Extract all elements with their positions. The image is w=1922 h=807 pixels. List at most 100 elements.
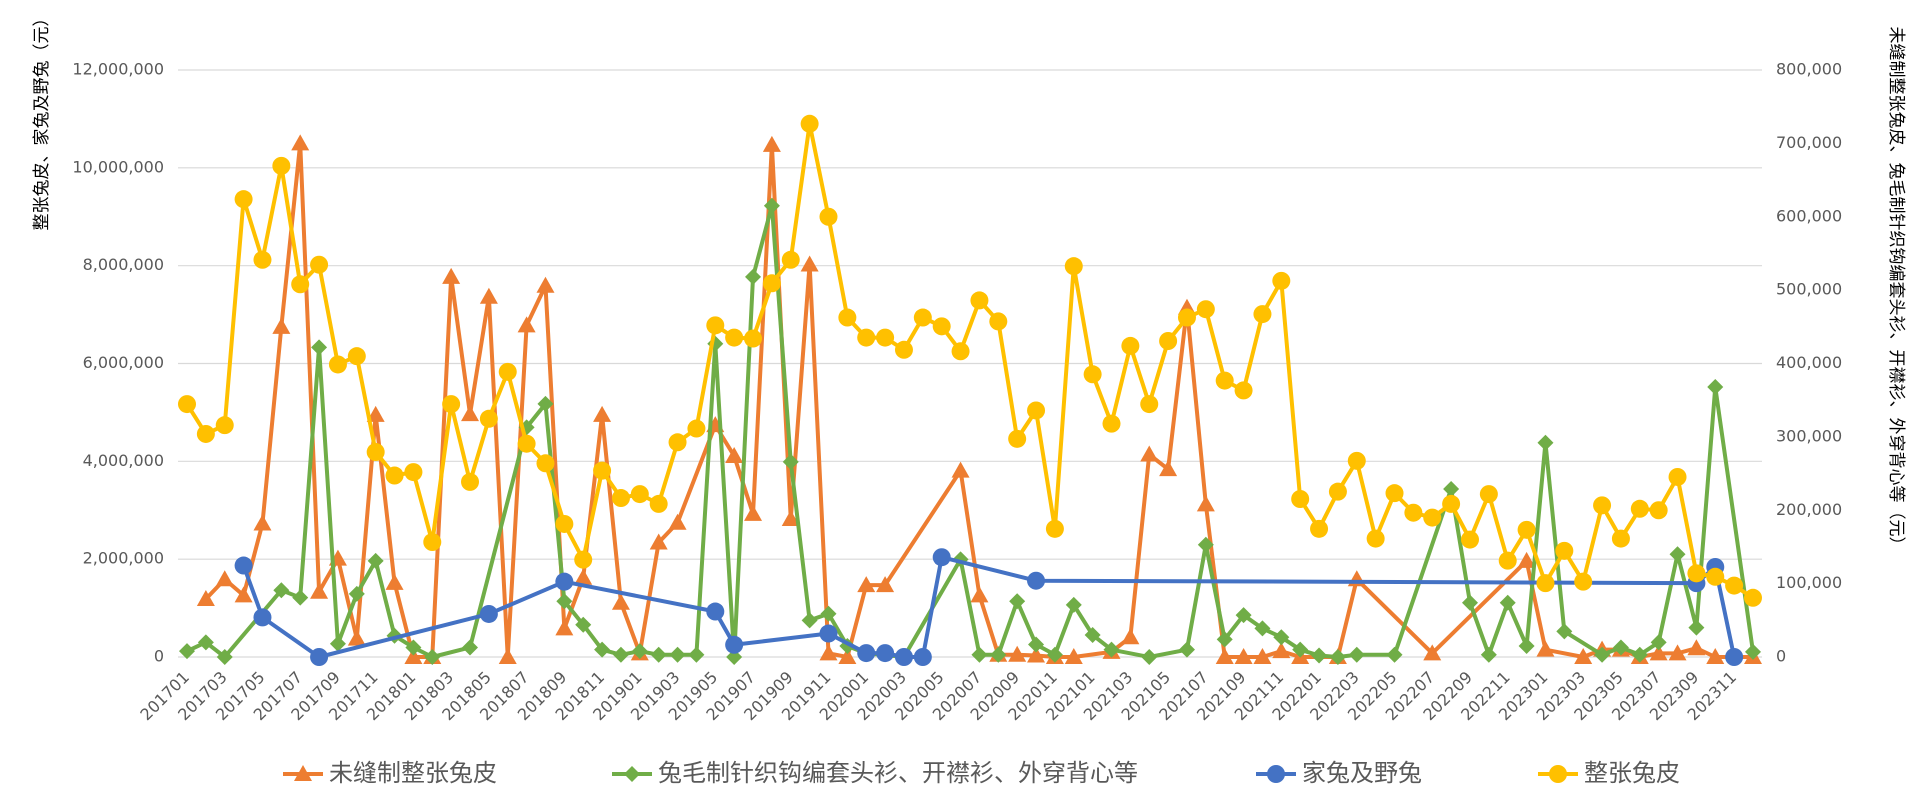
marker <box>989 312 1008 331</box>
marker <box>1253 305 1272 324</box>
y2-tick-label: 800,000 <box>1776 60 1842 79</box>
marker <box>272 317 291 334</box>
marker <box>366 405 385 422</box>
marker <box>1272 642 1291 659</box>
marker <box>1273 629 1290 646</box>
marker <box>1065 596 1082 613</box>
marker <box>1159 331 1178 350</box>
marker <box>1215 648 1234 664</box>
marker <box>725 446 744 463</box>
marker <box>1725 648 1744 666</box>
marker <box>611 593 630 610</box>
y-tick-label: 2,000,000 <box>83 549 164 568</box>
marker <box>932 548 951 567</box>
marker <box>294 765 312 781</box>
marker <box>1518 637 1535 654</box>
marker <box>310 255 329 274</box>
marker <box>762 135 781 152</box>
marker <box>179 643 195 660</box>
marker <box>782 453 799 470</box>
marker <box>1064 257 1083 276</box>
marker <box>234 586 253 603</box>
marker <box>442 267 461 284</box>
marker <box>781 510 800 527</box>
marker <box>1272 271 1291 290</box>
y2-tick-label: 600,000 <box>1776 206 1842 225</box>
marker <box>1669 546 1686 563</box>
marker <box>649 533 668 550</box>
marker <box>876 644 895 663</box>
marker <box>668 513 687 530</box>
marker <box>1404 503 1423 522</box>
y-tick-label: 4,000,000 <box>83 451 164 470</box>
marker <box>1479 485 1498 504</box>
marker <box>424 649 441 665</box>
marker <box>1517 520 1536 539</box>
marker <box>624 766 640 782</box>
marker <box>744 329 763 348</box>
marker <box>649 494 668 513</box>
y2-tick-label: 400,000 <box>1776 353 1842 372</box>
marker <box>913 308 932 327</box>
marker <box>1612 639 1629 656</box>
marker <box>1329 649 1346 665</box>
marker <box>1536 640 1555 657</box>
marker <box>1650 634 1667 651</box>
marker <box>328 355 347 374</box>
marker <box>1555 541 1574 560</box>
marker <box>1159 460 1178 477</box>
marker <box>1593 496 1612 515</box>
marker <box>876 328 895 347</box>
marker <box>1668 644 1687 661</box>
marker <box>951 461 970 478</box>
marker <box>385 466 404 485</box>
marker <box>1234 381 1253 400</box>
marker <box>1196 495 1215 512</box>
marker <box>1046 646 1063 663</box>
marker <box>215 416 234 435</box>
marker <box>404 463 423 482</box>
marker <box>537 395 554 412</box>
marker <box>1423 644 1442 661</box>
y2-axis-title: 未缝制整张兔皮、兔毛制针织钩编套头衫、开襟衫、外穿背心等（元） <box>1886 27 1906 554</box>
marker <box>650 646 667 663</box>
marker <box>347 629 366 646</box>
y2-tick-label: 100,000 <box>1776 573 1842 592</box>
marker <box>1064 648 1083 664</box>
marker <box>1443 480 1460 497</box>
marker <box>291 275 310 294</box>
marker <box>1725 576 1744 595</box>
marker <box>1008 645 1027 662</box>
marker <box>215 570 234 587</box>
marker <box>461 405 480 422</box>
marker <box>744 504 763 521</box>
marker <box>574 550 593 569</box>
marker <box>876 576 895 593</box>
marker <box>1140 395 1159 414</box>
marker <box>1499 594 1516 611</box>
marker <box>800 255 819 272</box>
marker <box>971 646 988 663</box>
marker <box>630 485 649 504</box>
marker <box>1347 451 1366 470</box>
marker <box>1140 445 1159 462</box>
marker <box>253 608 272 627</box>
marker <box>1707 378 1724 395</box>
legend-label: 家兔及野兔 <box>1302 759 1422 787</box>
marker <box>1649 644 1668 661</box>
marker <box>668 433 687 452</box>
marker <box>404 648 423 664</box>
marker <box>932 317 951 336</box>
marker <box>347 347 366 366</box>
marker <box>1461 594 1478 611</box>
marker <box>498 362 517 381</box>
marker <box>272 156 291 175</box>
marker <box>612 646 629 663</box>
marker <box>555 619 574 636</box>
marker <box>745 268 762 285</box>
marker <box>1045 519 1064 538</box>
marker <box>291 134 310 151</box>
marker <box>461 472 480 491</box>
marker <box>1028 636 1045 653</box>
marker <box>819 624 838 643</box>
